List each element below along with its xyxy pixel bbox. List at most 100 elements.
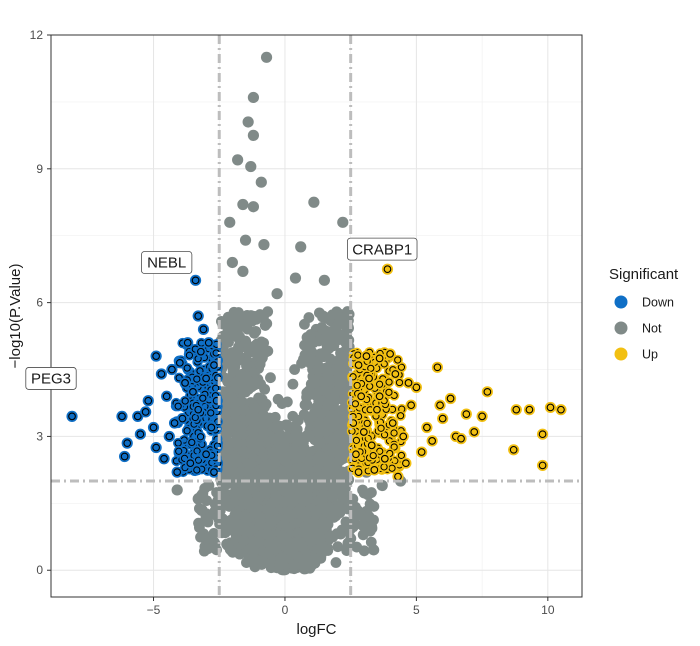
point-not — [269, 411, 281, 423]
point-up — [388, 427, 400, 439]
point-down — [187, 386, 199, 398]
point-not — [259, 320, 271, 331]
point-ring — [377, 424, 385, 432]
point-not — [315, 348, 327, 360]
point-ring — [204, 338, 213, 347]
point-ring — [397, 412, 405, 420]
point-ring — [175, 358, 184, 367]
point-not — [376, 479, 388, 492]
point-down — [161, 390, 173, 402]
legend-label-down: Down — [642, 296, 674, 310]
point-down — [174, 357, 186, 369]
point-ring — [354, 361, 363, 369]
point-not — [272, 393, 284, 405]
point-not — [298, 353, 309, 365]
point-not — [239, 234, 252, 246]
point-down — [172, 400, 184, 412]
point-up — [350, 398, 361, 410]
point-not — [195, 531, 206, 543]
point-not — [340, 351, 352, 362]
point-not — [271, 288, 283, 300]
point-not — [258, 427, 270, 439]
point-not — [312, 529, 324, 541]
point-ring — [123, 439, 132, 447]
point-up — [555, 404, 567, 416]
point-ring — [390, 443, 398, 451]
point-not — [327, 447, 339, 458]
point-not — [287, 410, 299, 422]
point-up — [476, 410, 488, 422]
point-down — [208, 359, 220, 371]
point-ring — [525, 405, 534, 414]
point-not — [225, 353, 237, 365]
point-down — [182, 337, 194, 349]
point-ring — [354, 468, 363, 476]
point-up — [460, 408, 472, 420]
point-ring — [183, 338, 192, 347]
point-ring — [174, 402, 182, 410]
point-not — [356, 519, 368, 531]
point-down — [179, 377, 191, 389]
point-up — [375, 423, 387, 434]
point-not — [241, 447, 253, 459]
x-tick-label: 0 — [282, 603, 289, 617]
point-up — [405, 399, 417, 411]
plot-panel-border — [50, 34, 583, 598]
point-not — [249, 442, 261, 453]
point-not — [358, 545, 370, 557]
point-not — [338, 436, 350, 448]
point-not — [279, 518, 290, 530]
point-not — [239, 525, 251, 536]
point-ring — [351, 400, 359, 408]
point-ring — [386, 350, 394, 358]
gene-label-text: CRABP1 — [352, 241, 412, 258]
point-down — [195, 431, 206, 442]
point-ring — [162, 392, 171, 401]
point-down — [181, 425, 193, 436]
point-up — [437, 412, 449, 425]
point-not — [270, 421, 282, 433]
point-ring — [152, 443, 160, 452]
point-not — [196, 505, 207, 517]
gene-label-nebl: NEBL — [141, 251, 193, 274]
point-not — [258, 409, 269, 421]
legend-item-not: Not — [614, 321, 662, 336]
point-not — [289, 272, 302, 284]
point-not — [248, 340, 260, 352]
point-not — [287, 378, 299, 390]
point-not — [261, 528, 273, 540]
point-not — [345, 533, 357, 544]
point-ring — [380, 454, 389, 463]
point-not — [286, 497, 297, 509]
point-ring — [199, 325, 208, 334]
gene-label-crabp1: CRABP1 — [347, 237, 418, 261]
point-down — [189, 274, 202, 286]
point-not — [283, 544, 295, 556]
point-ring — [483, 387, 492, 396]
point-not — [319, 377, 331, 389]
point-not — [248, 471, 260, 483]
legend-label-up: Up — [642, 348, 658, 362]
point-ring — [438, 414, 447, 423]
point-not — [192, 493, 204, 505]
point-ring — [512, 405, 521, 414]
point-not — [319, 421, 331, 433]
point-not — [363, 511, 375, 522]
point-down — [197, 323, 210, 335]
y-tick-label: 6 — [36, 296, 43, 310]
point-ring — [193, 466, 201, 474]
point-ring — [175, 447, 183, 455]
point-up — [379, 453, 391, 465]
point-not — [281, 396, 293, 408]
point-ring — [141, 408, 150, 416]
point-ring — [165, 432, 174, 441]
point-not — [276, 447, 287, 459]
point-up — [444, 392, 457, 405]
point-not — [277, 553, 289, 565]
point-not — [288, 559, 300, 571]
point-ring — [365, 374, 373, 383]
point-not — [301, 509, 312, 521]
point-not — [258, 239, 270, 251]
point-not — [259, 383, 271, 395]
point-not — [289, 430, 301, 442]
